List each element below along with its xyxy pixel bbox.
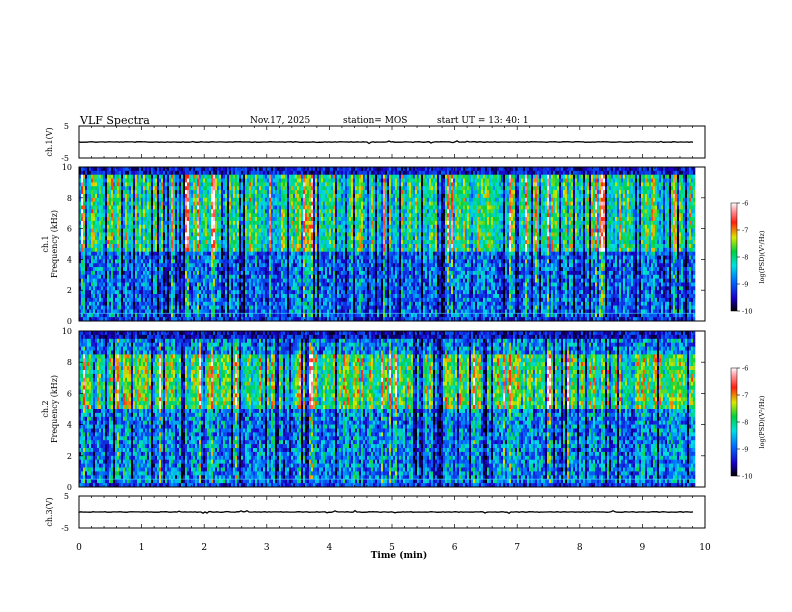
date-label: Nov.17, 2025 <box>250 116 310 126</box>
y-tick-label: 10 <box>62 163 72 172</box>
ch2-colorbar-gradient <box>730 367 738 477</box>
ch1-waveform-line <box>78 140 694 145</box>
colorbar-tick-label: -9 <box>742 281 748 289</box>
colorbar-tick-label: -6 <box>742 200 748 208</box>
ch2-colorbar: -10 -9 -8 -7 -6 log(PSD)(V²/Hz) <box>730 365 766 481</box>
y-tick-label: 0 <box>67 483 72 492</box>
y-tick-label: 2 <box>67 286 72 295</box>
x-tick-label: 4 <box>327 543 333 553</box>
ch2-spectrogram-channel-label: ch.2 <box>41 400 50 417</box>
y-tick-label: 8 <box>67 358 72 367</box>
colorbar-tick-label: -7 <box>742 392 748 400</box>
y-tick-label: 8 <box>67 194 72 203</box>
x-tick-label: 7 <box>514 543 520 553</box>
x-tick-label: 6 <box>452 543 458 553</box>
ch1-spectrogram-image <box>79 167 696 322</box>
colorbar-tick-label: -7 <box>742 227 748 235</box>
ch3-ytick-bottom: -5 <box>61 524 69 533</box>
ch1-colorbar: -10 -9 -8 -7 -6 log(PSD)(V²/Hz) <box>730 200 766 316</box>
colorbar-tick-label: -10 <box>742 473 752 481</box>
y-tick-label: 0 <box>67 317 72 326</box>
colorbar-tick-label: -9 <box>742 446 748 454</box>
x-axis-tick-labels: 0 1 2 3 4 5 6 7 8 9 10 <box>76 543 711 553</box>
ch1-spectrogram-channel-label: ch.1 <box>41 235 50 252</box>
ch1-spectrogram-panel: 0 2 4 6 8 10 ch.1 Frequency (kHz) <box>41 163 706 326</box>
colorbar-tick-label: -8 <box>742 254 748 262</box>
ch3-waveform-line <box>78 509 694 515</box>
y-tick-label: 6 <box>67 389 72 398</box>
ch1-ytick-top: 5 <box>64 122 69 131</box>
chart-title: VLF Spectra <box>80 114 150 127</box>
ch1-waveform-ylabel: ch.1(V) <box>45 127 54 156</box>
y-tick-label: 4 <box>67 421 72 430</box>
ch3-ytick-top: 5 <box>64 492 69 501</box>
x-tick-label: 0 <box>76 543 82 553</box>
ch1-ytick-bottom: -5 <box>61 154 69 163</box>
ch3-waveform-ylabel: ch.3(V) <box>45 497 54 526</box>
start-time-label: start UT = 13: 40: 1 <box>437 116 529 126</box>
x-tick-label: 10 <box>699 543 711 553</box>
x-axis-label: Time (min) <box>371 550 428 561</box>
ch1-waveform-panel: 5 -5 ch.1(V) <box>45 122 706 163</box>
colorbar-tick-label: -10 <box>742 308 752 316</box>
ch2-spectrogram-ylabel: Frequency (kHz) <box>50 375 59 443</box>
colorbar-tick-label: -6 <box>742 365 748 373</box>
ch1-spectrogram-ylabel: Frequency (kHz) <box>50 210 59 278</box>
ch3-waveform-panel: 5 -5 ch.3(V) <box>45 492 706 533</box>
ch1-colorbar-gradient <box>730 202 738 312</box>
station-label: station= MOS <box>343 116 407 126</box>
y-tick-label: 6 <box>67 225 72 234</box>
y-tick-label: 10 <box>62 327 72 336</box>
x-tick-label: 8 <box>577 543 583 553</box>
x-tick-label: 9 <box>640 543 646 553</box>
ch2-colorbar-label: log(PSD)(V²/Hz) <box>758 395 766 448</box>
x-tick-label: 2 <box>201 543 207 553</box>
x-tick-label: 3 <box>264 543 270 553</box>
ch2-spectrogram-image <box>79 331 696 488</box>
ch1-colorbar-label: log(PSD)(V²/Hz) <box>758 230 766 283</box>
ch2-spectrogram-panel: 0 2 4 6 8 10 ch.2 Frequency (kHz) <box>41 327 706 492</box>
y-tick-label: 4 <box>67 255 72 264</box>
x-tick-label: 5 <box>389 543 395 553</box>
x-tick-label: 1 <box>139 543 145 553</box>
y-tick-label: 2 <box>67 452 72 461</box>
colorbar-tick-label: -8 <box>742 419 748 427</box>
